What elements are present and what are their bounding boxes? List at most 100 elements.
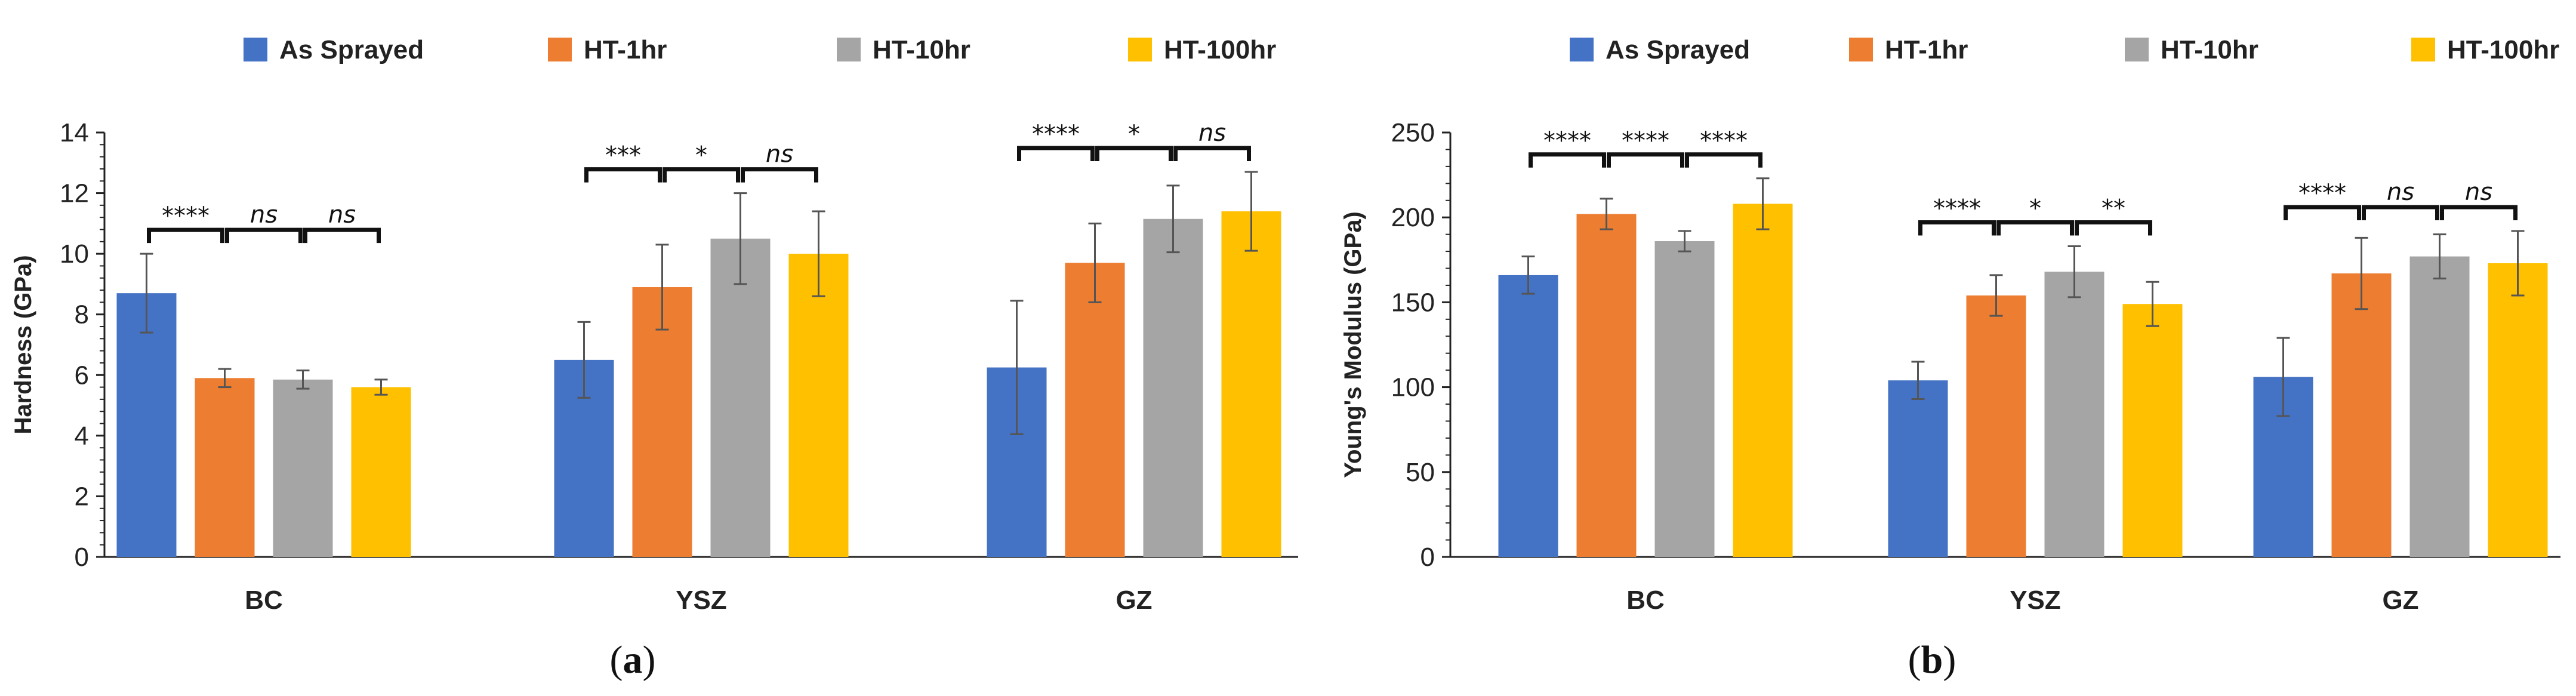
legend-swatch	[244, 38, 267, 61]
panel-label-close: )	[643, 638, 656, 682]
panel-label: (a)	[610, 638, 656, 682]
significance-label: **	[2102, 195, 2125, 223]
chart-panel-a: As Sprayed HT-1hr HT-10hr HT-100hr 0 2 4 6 8 10 12…	[10, 35, 1298, 682]
significance-bracket	[1607, 152, 1684, 168]
significance-bracket	[1918, 220, 1996, 236]
significance-bracket	[1095, 146, 1173, 162]
legend-label: HT-100hr	[2447, 35, 2559, 64]
legend-swatch	[2125, 38, 2149, 61]
significance-bracket	[2284, 205, 2361, 220]
significance-label: ****	[1700, 127, 1748, 155]
bar-ht-100hr	[351, 387, 411, 557]
bar-ht-1hr	[1065, 263, 1125, 557]
significance-label: ns	[2387, 178, 2414, 206]
significance-bracket	[741, 167, 818, 183]
y-tick-label: 0	[1421, 543, 1435, 572]
significance-label: ns	[328, 201, 356, 229]
category-label: YSZ	[2010, 586, 2061, 615]
bar-ht-10hr	[1143, 218, 1203, 558]
significance-label: *	[695, 142, 707, 170]
bar-ht-1hr	[1576, 214, 1637, 558]
significance-bracket	[1685, 152, 1762, 168]
significance-label: ns	[250, 201, 278, 229]
significance-bracket	[584, 167, 662, 183]
legend-label: HT-1hr	[584, 35, 667, 64]
significance-label: ****	[1622, 127, 1669, 155]
y-tick-label: 10	[60, 239, 89, 269]
bar-ht-100hr	[1221, 211, 1281, 557]
legend-label: HT-10hr	[2161, 35, 2258, 64]
chart-panel-b: As Sprayed HT-1hr HT-10hr HT-100hr 0 50 100 150…	[1340, 35, 2560, 682]
bar-ht-1hr	[2331, 273, 2392, 557]
significance-label: *	[2029, 195, 2041, 223]
legend-label: As Sprayed	[1606, 35, 1750, 64]
significance-label: ***	[605, 142, 641, 170]
bar-ht-10hr	[1654, 241, 1715, 557]
y-tick-label: 200	[1391, 203, 1435, 232]
y-tick-label: 150	[1391, 288, 1435, 317]
panel-label-letter: b	[1921, 638, 1943, 682]
significance-bracket	[2075, 220, 2152, 236]
bar-ht-1hr	[632, 287, 692, 557]
legend-swatch	[1849, 38, 1873, 61]
bar-ht-1hr	[195, 378, 255, 557]
panel-label-letter: a	[623, 638, 643, 682]
category-label: YSZ	[676, 586, 727, 615]
category-label: GZ	[1116, 586, 1152, 615]
significance-label: ns	[2465, 178, 2492, 206]
significance-label: ****	[1933, 195, 1981, 223]
bar-ht-100hr	[788, 254, 849, 557]
y-tick-label: 50	[1406, 458, 1435, 487]
bar-as-sprayed	[1888, 380, 1948, 557]
panel-label-open: (	[1908, 638, 1921, 682]
y-tick-label: 6	[75, 361, 89, 390]
legend-swatch	[548, 38, 572, 61]
significance-label: ns	[766, 141, 793, 168]
significance-label: ****	[1543, 127, 1591, 155]
significance-bracket	[2440, 205, 2518, 220]
y-axis-title: Young's Modulus (GPa)	[1340, 211, 1366, 478]
y-axis-title: Hardness (GPa)	[10, 255, 36, 434]
legend-swatch	[1128, 38, 1152, 61]
legend-label: HT-100hr	[1164, 35, 1276, 64]
legend-swatch	[2411, 38, 2435, 61]
significance-bracket	[663, 167, 740, 183]
significance-bracket	[1996, 220, 2074, 236]
y-tick-label: 14	[60, 118, 89, 147]
bar-ht-100hr	[1733, 204, 1793, 557]
significance-bracket	[1017, 146, 1095, 162]
panel-label: (b)	[1908, 638, 1956, 682]
y-tick-label: 4	[75, 421, 89, 451]
panel-label-close: )	[1943, 638, 1956, 682]
panel-label-open: (	[610, 638, 623, 682]
legend-label: HT-10hr	[873, 35, 970, 64]
bar-ht-10hr	[710, 238, 771, 557]
significance-bracket	[2362, 205, 2439, 220]
legend-label: As Sprayed	[279, 35, 424, 64]
significance-label: ****	[2298, 180, 2346, 207]
bar-as-sprayed	[1498, 275, 1558, 557]
bar-ht-100hr	[2488, 263, 2548, 557]
y-tick-label: 0	[75, 543, 89, 572]
significance-label: *	[1128, 121, 1140, 148]
y-tick-label: 250	[1391, 118, 1435, 147]
bar-as-sprayed	[116, 293, 177, 557]
bar-ht-1hr	[1966, 295, 2026, 557]
bar-ht-10hr	[2409, 256, 2470, 557]
category-label: GZ	[2382, 586, 2418, 615]
legend-label: HT-1hr	[1885, 35, 1968, 64]
bar-ht-100hr	[2122, 304, 2183, 557]
y-tick-label: 2	[75, 482, 89, 511]
y-tick-label: 12	[60, 179, 89, 208]
bar-ht-10hr	[273, 379, 333, 557]
significance-bracket	[225, 227, 303, 244]
category-label: BC	[245, 586, 283, 615]
significance-bracket	[303, 227, 381, 244]
legend-swatch	[1570, 38, 1594, 61]
significance-label: ****	[162, 202, 209, 230]
significance-bracket	[1529, 152, 1606, 168]
y-tick-label: 100	[1391, 373, 1435, 402]
legend-swatch	[837, 38, 861, 61]
